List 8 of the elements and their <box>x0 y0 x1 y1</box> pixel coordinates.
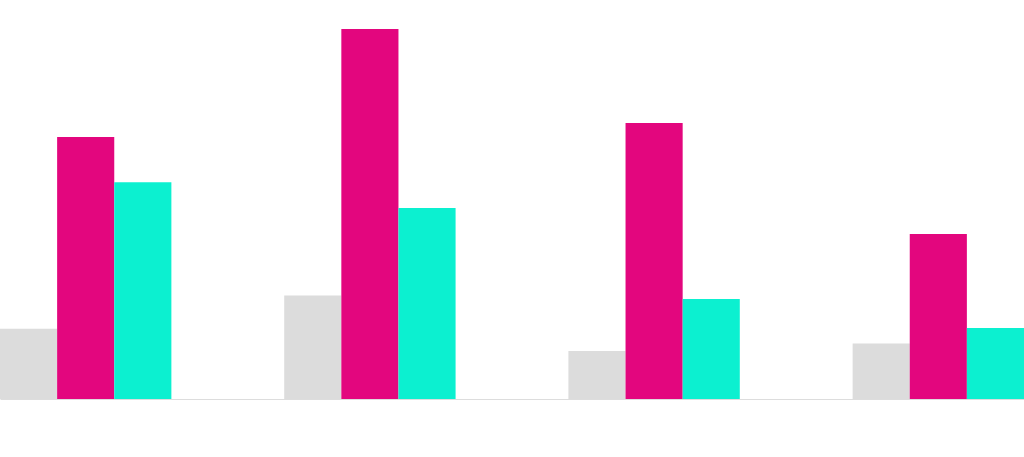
bar <box>625 122 683 399</box>
bar <box>57 137 115 399</box>
bar <box>114 182 172 399</box>
bar <box>341 29 399 399</box>
bar <box>398 208 456 399</box>
bar <box>682 299 740 399</box>
bar <box>966 327 1024 399</box>
bar <box>909 233 967 399</box>
